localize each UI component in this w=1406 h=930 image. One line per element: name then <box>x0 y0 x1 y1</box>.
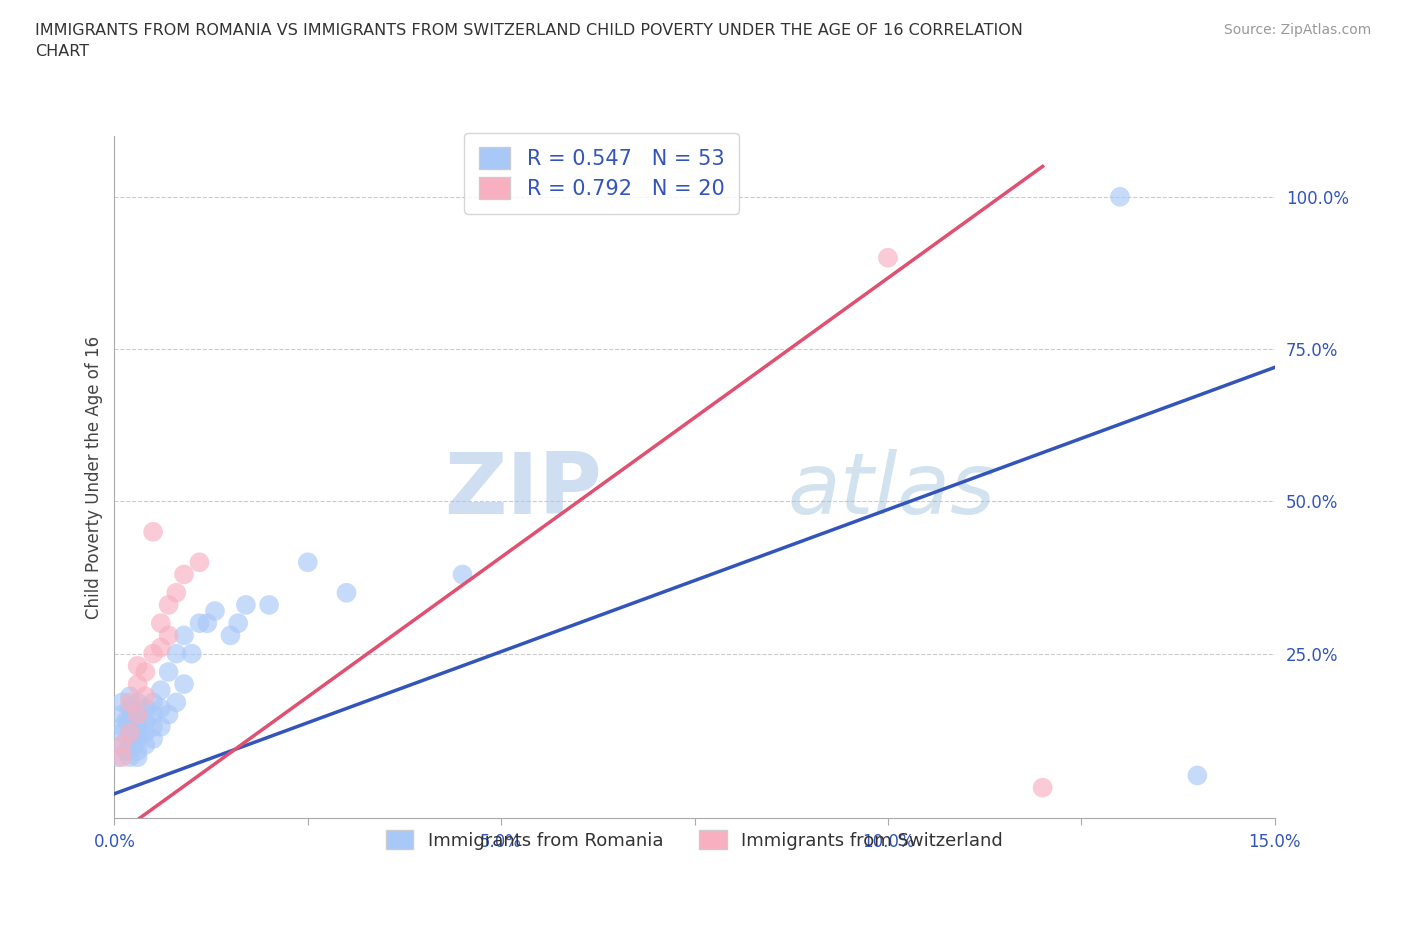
Point <box>107 750 129 764</box>
Point <box>111 737 134 752</box>
Point <box>226 616 249 631</box>
Point <box>157 664 180 679</box>
Point <box>180 646 202 661</box>
Point <box>195 616 218 631</box>
Point <box>335 585 357 600</box>
Point <box>111 707 134 722</box>
Point <box>149 719 172 734</box>
Point <box>127 695 149 710</box>
Point <box>157 707 180 722</box>
Text: ZIP: ZIP <box>444 449 602 532</box>
Point <box>127 719 149 734</box>
Point <box>122 737 145 752</box>
Point <box>165 585 187 600</box>
Point <box>165 695 187 710</box>
Point <box>127 725 149 740</box>
Point <box>118 750 141 764</box>
Point <box>188 555 211 570</box>
Point <box>118 725 141 740</box>
Point <box>118 689 141 704</box>
Point <box>142 525 165 539</box>
Point <box>127 744 149 759</box>
Point <box>111 695 134 710</box>
Point <box>877 250 900 265</box>
Point <box>157 628 180 643</box>
Point <box>127 732 149 747</box>
Text: IMMIGRANTS FROM ROMANIA VS IMMIGRANTS FROM SWITZERLAND CHILD POVERTY UNDER THE A: IMMIGRANTS FROM ROMANIA VS IMMIGRANTS FR… <box>35 23 1024 60</box>
Point <box>118 713 141 728</box>
Point <box>149 616 172 631</box>
Point <box>118 695 141 710</box>
Point <box>111 737 134 752</box>
Point <box>149 683 172 698</box>
Point <box>118 701 141 716</box>
Point <box>173 567 195 582</box>
Point <box>115 744 138 759</box>
Point <box>173 628 195 643</box>
Point <box>118 737 141 752</box>
Point <box>127 707 149 722</box>
Point <box>1187 768 1209 783</box>
Point <box>235 597 257 612</box>
Point <box>111 750 134 764</box>
Point <box>142 719 165 734</box>
Point <box>451 567 474 582</box>
Text: Source: ZipAtlas.com: Source: ZipAtlas.com <box>1223 23 1371 37</box>
Point <box>1109 190 1132 205</box>
Y-axis label: Child Poverty Under the Age of 16: Child Poverty Under the Age of 16 <box>86 336 103 618</box>
Point <box>134 713 156 728</box>
Point <box>111 719 134 734</box>
Point <box>142 732 165 747</box>
Point <box>115 713 138 728</box>
Point <box>219 628 242 643</box>
Point <box>134 689 156 704</box>
Point <box>173 677 195 692</box>
Legend: Immigrants from Romania, Immigrants from Switzerland: Immigrants from Romania, Immigrants from… <box>380 823 1010 857</box>
Point <box>149 640 172 655</box>
Point <box>127 750 149 764</box>
Point <box>134 737 156 752</box>
Point <box>134 701 156 716</box>
Point <box>111 725 134 740</box>
Point <box>134 664 156 679</box>
Point <box>165 646 187 661</box>
Point <box>122 725 145 740</box>
Point <box>257 597 280 612</box>
Text: atlas: atlas <box>787 449 995 532</box>
Point <box>1032 780 1054 795</box>
Point <box>157 597 180 612</box>
Point <box>142 707 165 722</box>
Point <box>149 701 172 716</box>
Point <box>127 707 149 722</box>
Point <box>142 646 165 661</box>
Point <box>127 677 149 692</box>
Point <box>142 695 165 710</box>
Point <box>297 555 319 570</box>
Point <box>204 604 226 618</box>
Point <box>188 616 211 631</box>
Point <box>127 658 149 673</box>
Point <box>118 725 141 740</box>
Point <box>134 725 156 740</box>
